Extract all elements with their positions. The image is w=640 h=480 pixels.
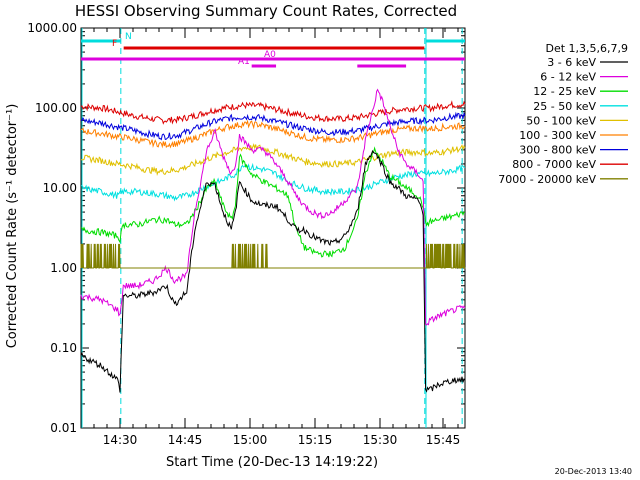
plot-area: 1000.00 100.00 10.00 1.00 0.10 0.01 14:30 14:45… [27,21,466,447]
x-axis-label: Start Time (20-Dec-13 14:19:22) [166,455,378,470]
y-tick-label: 1.00 [50,261,77,275]
legend-entry: 7000 - 20000 keV [498,173,596,186]
series-line [80,119,466,149]
x-tick-label: 15:45 [426,433,461,447]
flag-label: A1 [238,57,250,67]
x-tick-label: 15:00 [233,433,268,447]
y-tick-label: 100.00 [35,101,77,115]
x-tick-label: 14:30 [103,433,138,447]
timestamp: 20-Dec-2013 13:40 [555,467,632,476]
series-line [80,100,466,125]
y-tick-label: 0.10 [50,341,77,355]
legend-entry: 25 - 50 keV [533,100,596,113]
legend-entry: 800 - 7000 keV [512,158,596,171]
x-tick-label: 15:15 [298,433,333,447]
legend-entry: 300 - 800 keV [519,144,596,157]
series-line [80,88,466,326]
flag-label: A0 [264,50,276,60]
y-axis-label: Corrected Count Rate (s⁻¹ detector⁻¹) [5,104,20,349]
legend-entry: 100 - 300 keV [519,129,596,142]
legend-entry: 50 - 100 keV [526,114,596,127]
legend-entry: 6 - 12 keV [540,71,596,84]
series-line [80,146,465,258]
plot-frame [80,27,466,429]
series-line [81,143,466,177]
flag-label: F [112,39,117,49]
legend-entry: 3 - 6 keV [547,56,596,69]
y-tick-label: 0.01 [50,421,77,435]
x-tick-label: 15:30 [363,433,398,447]
chart-title: HESSI Observing Summary Count Rates, Cor… [75,2,457,20]
x-tick-label: 14:45 [168,433,203,447]
legend-title: Det 1,3,5,6,7,9 [545,42,628,55]
series-line [80,149,466,393]
series-line [80,162,466,202]
flag-label: N [125,32,132,42]
y-tick-label: 10.00 [43,181,77,195]
series-line [80,243,466,269]
series-line [80,111,466,141]
y-tick-label: 1000.00 [27,21,77,35]
legend-entry: 12 - 25 keV [533,85,596,98]
